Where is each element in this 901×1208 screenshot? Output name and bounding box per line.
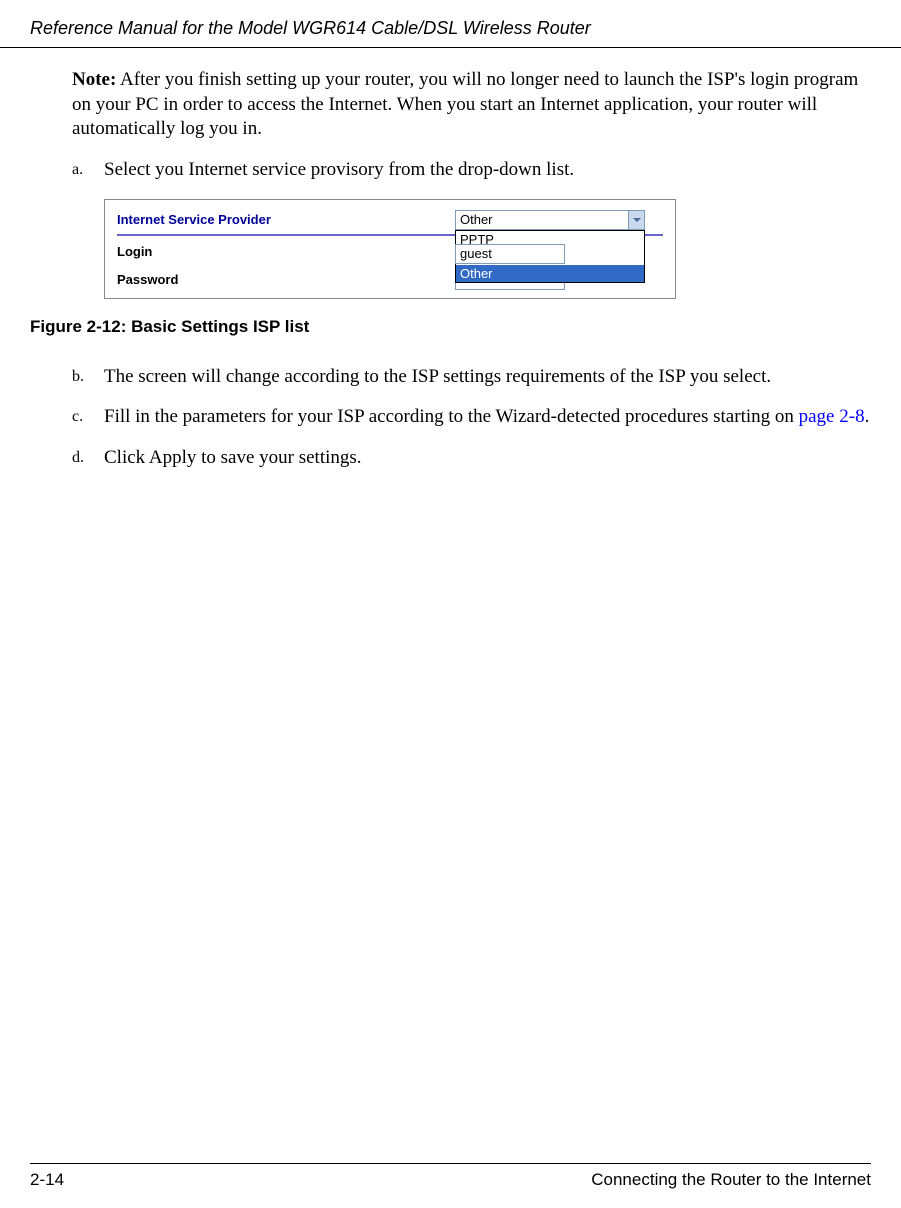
isp-label: Internet Service Provider (117, 212, 455, 227)
note-text: After you finish setting up your router,… (72, 69, 858, 139)
chevron-down-icon[interactable] (628, 211, 644, 229)
list-marker-c: c. (72, 405, 104, 430)
list-text-a: Select you Internet service provisory fr… (104, 158, 871, 183)
list-marker-b: b. (72, 365, 104, 390)
list-text-d: Click Apply to save your settings. (104, 446, 871, 471)
list-item-d: d. Click Apply to save your settings. (30, 446, 871, 471)
list-text-c-after: . (865, 406, 870, 427)
figure-caption: Figure 2-12: Basic Settings ISP list (30, 317, 871, 337)
note-label: Note: (72, 69, 116, 90)
login-input[interactable]: guest (455, 244, 565, 264)
login-value: guest (460, 246, 492, 261)
list-marker-a: a. (72, 158, 104, 183)
figure-container: Internet Service Provider Other PPTP Tel… (104, 199, 871, 299)
login-label: Login (117, 244, 455, 259)
list-text-b: The screen will change according to the … (104, 365, 871, 390)
password-label: Password (117, 272, 455, 287)
list-marker-d: d. (72, 446, 104, 471)
list-text-c-before: Fill in the parameters for your ISP acco… (104, 406, 799, 427)
isp-row: Internet Service Provider Other (117, 210, 663, 230)
page-number: 2-14 (30, 1170, 64, 1190)
section-title: Connecting the Router to the Internet (591, 1170, 871, 1190)
note-paragraph: Note: After you finish setting up your r… (30, 68, 871, 142)
page-link[interactable]: page 2-8 (799, 406, 865, 427)
page-content: Note: After you finish setting up your r… (0, 68, 901, 471)
header-title: Reference Manual for the Model WGR614 Ca… (30, 18, 591, 38)
figure-box: Internet Service Provider Other PPTP Tel… (104, 199, 676, 299)
page-header: Reference Manual for the Model WGR614 Ca… (0, 0, 901, 48)
list-item-a: a. Select you Internet service provisory… (30, 158, 871, 183)
dropdown-option-other[interactable]: Other (456, 265, 644, 282)
isp-select-value: Other (460, 212, 493, 227)
list-item-c: c. Fill in the parameters for your ISP a… (30, 405, 871, 430)
list-item-b: b. The screen will change according to t… (30, 365, 871, 390)
isp-select[interactable]: Other (455, 210, 645, 230)
list-text-c: Fill in the parameters for your ISP acco… (104, 405, 871, 430)
login-row: Login guest (117, 244, 663, 264)
page-footer: 2-14 Connecting the Router to the Intern… (30, 1163, 871, 1190)
